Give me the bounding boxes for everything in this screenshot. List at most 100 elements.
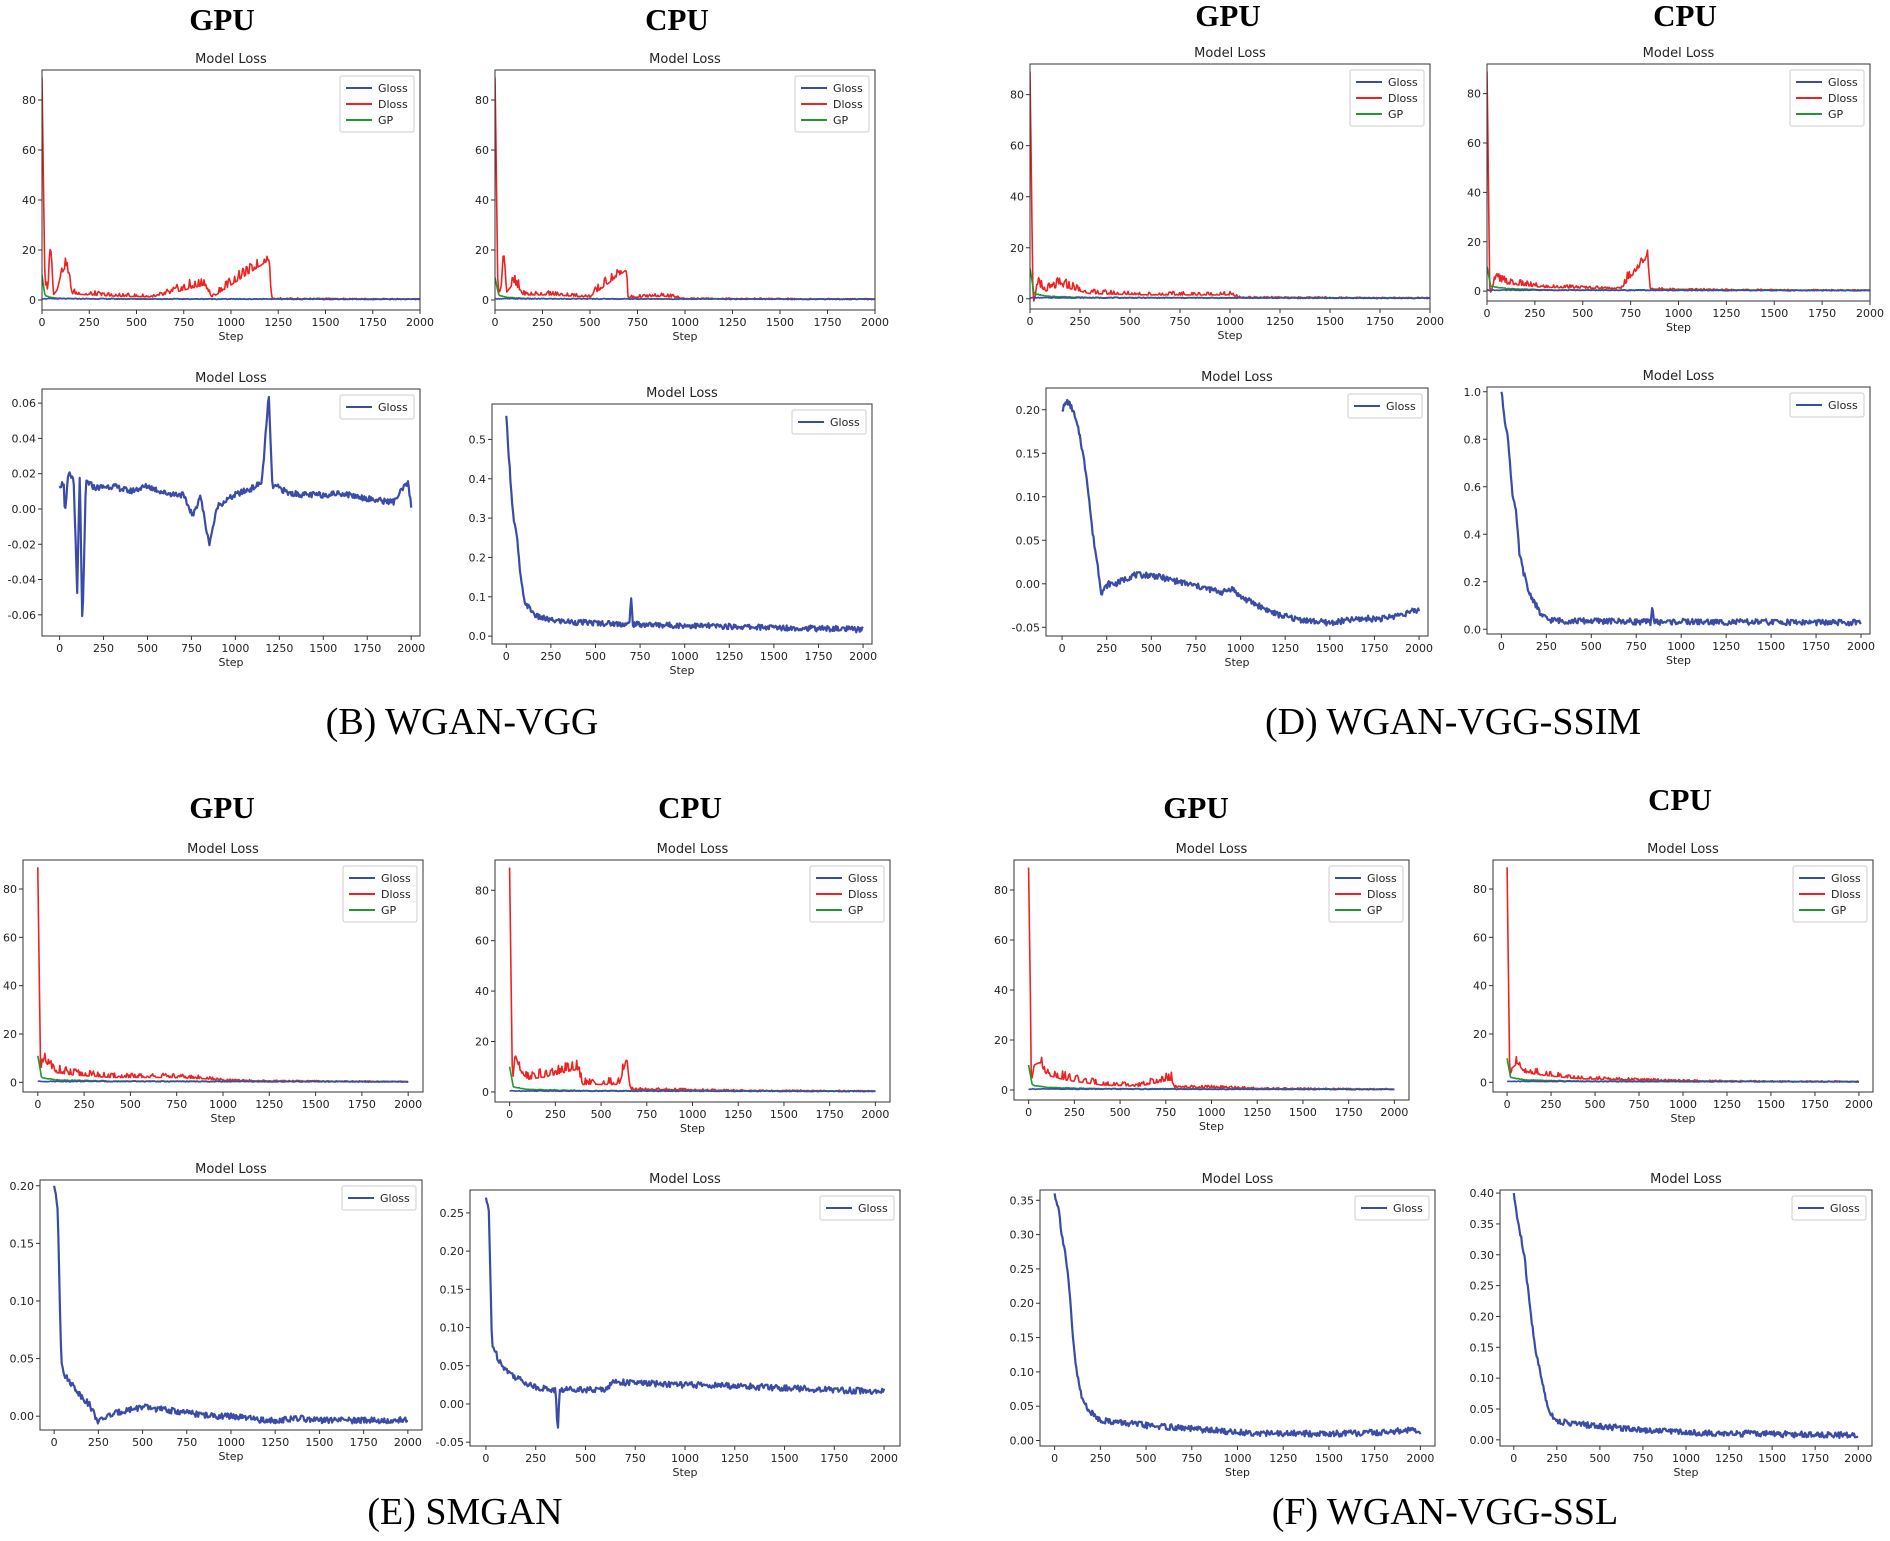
y-tick-label: 0 (482, 294, 489, 307)
x-tick-label: 2000 (394, 1436, 422, 1449)
y-tick-label: 20 (475, 1036, 489, 1049)
y-tick-label: -0.05 (1012, 621, 1040, 634)
legend-label-gloss: Gloss (381, 872, 411, 885)
legend: Gloss Dloss GP (794, 75, 870, 133)
y-tick-label: 0.4 (469, 473, 487, 486)
chart-title: Model Loss (1643, 46, 1715, 61)
legend-label-gp: GP (1828, 108, 1844, 121)
y-tick-label: 0.30 (1010, 1229, 1035, 1242)
legend: Gloss (791, 409, 867, 435)
chart-title: Model Loss (649, 1172, 721, 1187)
x-tick-label: 500 (132, 1436, 153, 1449)
series-line-gloss (505, 415, 864, 634)
x-tick-label: 750 (1181, 1452, 1202, 1465)
x-tick-label: 2000 (861, 1108, 889, 1121)
x-tick-label: 1750 (816, 1108, 844, 1121)
chart-title: Model Loss (1202, 1172, 1274, 1187)
series-line-gloss (58, 395, 413, 618)
x-tick-label: 1750 (350, 1436, 378, 1449)
legend-label-dloss: Dloss (378, 98, 408, 111)
chart-title: Model Loss (1647, 842, 1719, 857)
y-tick-label: 0 (1474, 285, 1481, 298)
x-tick-label: 1250 (1269, 1452, 1297, 1465)
x-tick-label: 1000 (671, 316, 699, 329)
legend-label-gloss: Gloss (1828, 399, 1858, 412)
y-tick-label: 0.20 (1010, 1297, 1035, 1310)
x-tick-label: 1250 (721, 1452, 749, 1465)
x-tick-label: 0 (56, 642, 63, 655)
legend: Gloss (1791, 1195, 1867, 1221)
x-tick-label: 500 (585, 650, 606, 663)
y-tick-label: 20 (994, 1034, 1008, 1047)
chart-title: Model Loss (657, 842, 729, 857)
series-line-gp (495, 277, 875, 301)
x-tick-label: 1500 (1315, 1452, 1343, 1465)
x-tick-label: 500 (1120, 315, 1141, 328)
x-tick-label: 1000 (671, 650, 699, 663)
x-tick-label: 750 (1155, 1106, 1176, 1119)
y-tick-label: 40 (22, 194, 36, 207)
x-tick-label: 250 (1536, 640, 1557, 653)
series-line-gp (37, 1055, 409, 1083)
x-tick-label: 0 (34, 1098, 41, 1111)
x-tick-label: 0 (506, 1108, 513, 1121)
plot-frame (1045, 387, 1429, 637)
x-axis-label: Step (218, 1450, 243, 1463)
y-tick-label: 80 (994, 884, 1008, 897)
loss-chart-e-cpu-top: Model Loss 0 250 500 750 1000 1250 1500 1750 2000… (475, 842, 891, 1135)
loss-chart-f-cpu-bottom: Model Loss 0 250 500 750 1000 1250 1500 1750 2000… (1470, 1172, 1873, 1479)
plot-frame (491, 403, 873, 645)
y-tick-label: -0.05 (436, 1436, 464, 1449)
y-tick-label: 0.8 (1464, 433, 1482, 446)
y-tick-label: 0.15 (10, 1237, 35, 1250)
y-tick-label: 0.06 (12, 397, 37, 410)
column-header-gpu: GPU (189, 2, 255, 37)
x-tick-label: 500 (120, 1098, 141, 1111)
x-tick-label: 2000 (1405, 642, 1433, 655)
series-line-gloss (42, 297, 420, 301)
x-tick-label: 1000 (1667, 640, 1695, 653)
x-tick-label: 250 (79, 316, 100, 329)
x-tick-label: 1750 (353, 642, 381, 655)
y-tick-label: 0.00 (440, 1398, 465, 1411)
y-tick-label: 0.2 (1464, 576, 1482, 589)
legend-label-dloss: Dloss (1367, 888, 1397, 901)
y-tick-label: 40 (994, 984, 1008, 997)
x-tick-label: 1000 (209, 1098, 237, 1111)
x-tick-label: 500 (580, 316, 601, 329)
y-tick-label: -0.06 (8, 609, 36, 622)
y-tick-label: 0.15 (1470, 1341, 1495, 1354)
series-line-gloss (495, 297, 875, 301)
x-tick-label: 1750 (804, 650, 832, 663)
y-tick-label: 0.00 (10, 1410, 35, 1423)
series-line-gloss (1507, 1080, 1859, 1083)
chart-title: Model Loss (195, 1162, 267, 1177)
x-tick-label: 1500 (1757, 1098, 1785, 1111)
x-tick-label: 1500 (312, 316, 340, 329)
series-line-gloss (1028, 1087, 1395, 1091)
x-axis-label: Step (680, 1122, 705, 1135)
x-axis-label: Step (672, 1466, 697, 1479)
x-axis-label: Step (1199, 1120, 1224, 1133)
x-tick-label: 1000 (671, 1452, 699, 1465)
series-line-dloss (1027, 867, 1395, 1091)
x-tick-label: 0 (503, 650, 510, 663)
x-tick-label: 1000 (1665, 307, 1693, 320)
x-tick-label: 750 (173, 316, 194, 329)
loss-chart-e-cpu-bottom: Model Loss 0 250 500 750 1000 1250 1500 1750 2000… (436, 1172, 901, 1479)
x-axis-label: Step (1673, 1466, 1698, 1479)
x-tick-label: 1000 (221, 642, 249, 655)
x-tick-label: 0 (1504, 1098, 1511, 1111)
x-tick-label: 250 (545, 1108, 566, 1121)
plot-frame (39, 1179, 423, 1431)
x-tick-label: 500 (575, 1452, 596, 1465)
x-tick-label: 750 (630, 650, 651, 663)
y-tick-label: 20 (1467, 236, 1481, 249)
legend-label-gp: GP (833, 114, 849, 127)
y-tick-label: 0.05 (1016, 534, 1041, 547)
x-tick-label: 500 (591, 1108, 612, 1121)
x-tick-label: 1250 (1243, 1106, 1271, 1119)
x-tick-label: 0 (1484, 307, 1491, 320)
x-tick-label: 250 (540, 650, 561, 663)
